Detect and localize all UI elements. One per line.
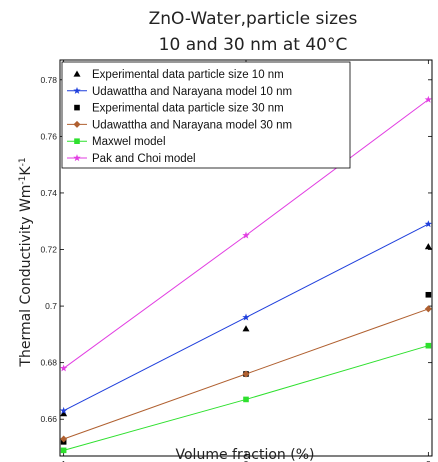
y-tick-label: 0.78 xyxy=(40,75,57,85)
x-tick-label: 1 xyxy=(61,459,66,462)
chart-title-line-1: ZnO-Water,particle sizes xyxy=(149,9,358,29)
y-tick-label: 0.74 xyxy=(40,188,57,198)
data-point-5 xyxy=(242,231,250,239)
y-tick-label: 0.72 xyxy=(40,245,57,255)
legend-label-3: Udawattha and Narayana model 30 nm xyxy=(92,119,292,131)
data-point-0 xyxy=(60,410,68,417)
data-point-2 xyxy=(425,291,432,298)
x-tick-label: 2 xyxy=(244,459,249,462)
y-axis-label: Thermal Conductivity Wm-1K-1 xyxy=(18,157,34,367)
data-point-3 xyxy=(60,435,68,443)
legend-marker-4 xyxy=(74,138,80,144)
y-tick-label: 0.7 xyxy=(45,301,57,311)
legend-label-1: Udawattha and Narayana model 10 nm xyxy=(92,86,292,98)
data-point-4 xyxy=(425,342,432,349)
data-point-3 xyxy=(424,305,432,313)
legend-label-5: Pak and Choi model xyxy=(92,153,196,165)
y-axis-label-sup2: -1 xyxy=(18,157,28,166)
legend-box xyxy=(61,61,351,169)
data-point-1 xyxy=(59,406,68,414)
data-point-5 xyxy=(59,364,68,372)
data-point-1 xyxy=(424,220,433,228)
y-tick-label: 0.66 xyxy=(40,414,57,424)
data-point-4 xyxy=(243,396,249,403)
x-axis-label: Volume fraction (%) xyxy=(176,447,315,462)
y-axis-label-main: Thermal Conductivity Wm xyxy=(18,185,34,368)
legend-marker-3 xyxy=(73,120,81,128)
y-tick-label: 0.68 xyxy=(40,358,57,368)
legend: Experimental data particle size 10 nm Uda… xyxy=(61,61,351,169)
axis-ticks: 0.66 0.68 0.7 0.72 0.74 0.76 0.78 1 2 3 xyxy=(40,60,432,462)
y-axis-label-sup1: -1 xyxy=(18,176,28,185)
y-tick-label: 0.76 xyxy=(40,131,57,141)
legend-marker-5 xyxy=(73,154,81,162)
legend-marker-0 xyxy=(73,70,81,77)
legend-label-4: Maxwel model xyxy=(92,136,166,148)
data-point-0 xyxy=(424,243,432,250)
data-point-5 xyxy=(424,95,433,103)
data-point-4 xyxy=(60,447,67,454)
x-tick-label: 3 xyxy=(426,459,431,462)
legend-label-2: Experimental data particle size 30 nm xyxy=(92,103,284,115)
data-point-3 xyxy=(242,370,250,378)
data-point-1 xyxy=(242,313,250,321)
chart-title-line-2: 10 and 30 nm at 40°C xyxy=(159,35,348,55)
legend-marker-2 xyxy=(74,104,80,111)
y-axis-label-mid: K xyxy=(18,166,34,176)
legend-marker-1 xyxy=(73,86,81,94)
legend-label-0: Experimental data particle size 10 nm xyxy=(92,69,284,81)
series-markers xyxy=(59,95,433,454)
data-point-0 xyxy=(242,325,250,332)
